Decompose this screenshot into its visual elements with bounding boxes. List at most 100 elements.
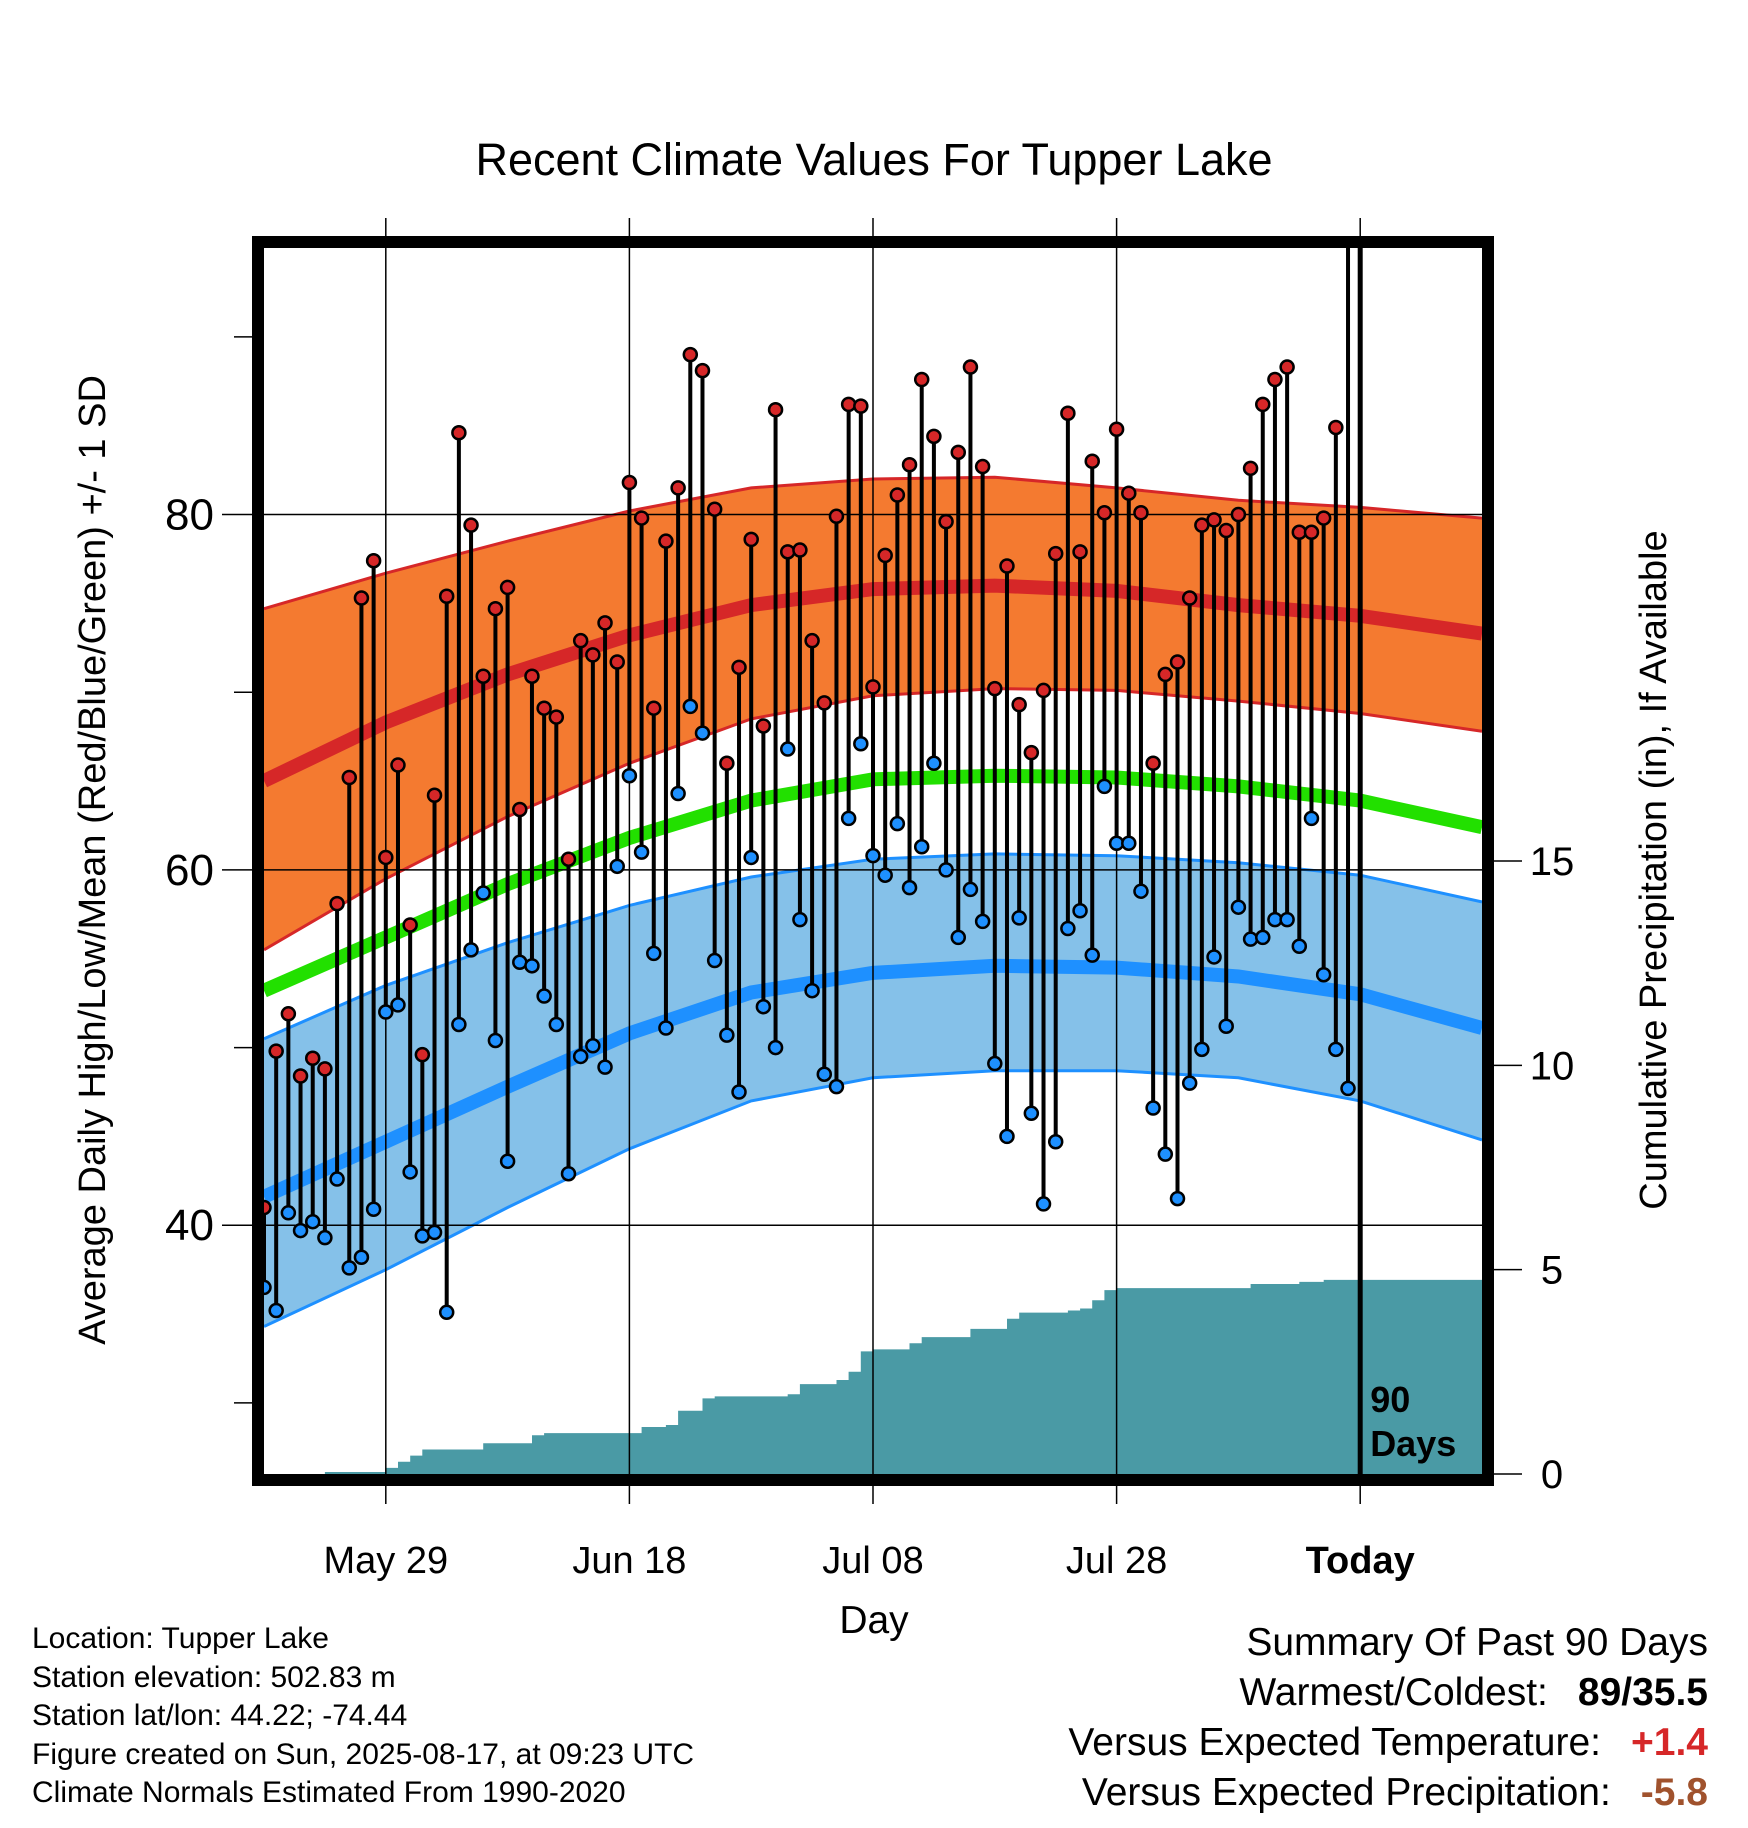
summary-temp-row: Versus Expected Temperature: +1.4 [1068,1718,1708,1768]
low-point [1157,1146,1174,1162]
low-point [264,1279,272,1296]
high-point [463,517,479,533]
low-point [731,1084,747,1100]
high-point [317,1061,333,1077]
low-point [682,698,699,715]
low-point [816,1066,833,1082]
low-point [1060,920,1076,937]
high-point [390,757,406,773]
y2-tick-label: 0 [1541,1453,1563,1497]
low-point [779,741,796,757]
high-point [597,615,613,631]
plot-area [264,0,1482,1474]
y-tick-label: 40 [165,1201,214,1250]
high-point [719,755,735,772]
low-point [719,1027,735,1043]
high-point [451,425,467,441]
high-point [792,542,808,558]
low-point [1011,910,1027,926]
high-point [1047,545,1064,562]
elevation-text: Station elevation: 502.83 m [32,1660,396,1694]
low-point [1303,810,1320,827]
high-point [1194,517,1210,533]
low-point [877,867,893,883]
low-point [1181,1075,1198,1091]
low-point [804,982,820,999]
high-point [1267,371,1283,388]
low-point [1255,929,1271,946]
low-point [767,1039,784,1056]
warmest-label: Warmest/Coldest: [1239,1671,1548,1714]
high-point [1133,504,1149,521]
low-point [706,952,723,969]
today-days-label: 90 [1370,1379,1410,1420]
low-point [743,849,759,866]
chart-title: Recent Climate Values For Tupper Lake [475,134,1272,185]
low-point [1047,1133,1064,1150]
low-point [1279,911,1295,928]
created-text: Figure created on Sun, 2025-08-17, at 09… [32,1737,695,1771]
high-point [426,787,443,804]
high-point [950,444,967,461]
x-tick-label: Today [1306,1540,1415,1582]
high-point [1157,666,1174,683]
high-point [1279,359,1295,375]
precip-label: Versus Expected Precipitation: [1081,1771,1611,1814]
low-point [426,1224,443,1241]
low-point [365,1201,382,1218]
high-point [1255,396,1271,413]
precip-value: -5.8 [1640,1771,1708,1814]
high-point [706,501,723,517]
high-point [877,547,893,564]
low-point [792,911,808,928]
low-point [304,1213,321,1230]
high-point [548,709,565,725]
high-point [609,654,625,670]
high-point [1072,544,1088,560]
low-point [378,1004,394,1020]
y2-tick-label: 15 [1530,840,1575,884]
high-point [304,1050,321,1066]
low-point [1340,1080,1356,1097]
high-point [743,531,759,548]
low-point [840,810,857,827]
y2-tick-label: 5 [1541,1249,1563,1293]
low-point [987,1055,1003,1072]
low-point [499,1153,516,1170]
high-point [378,849,394,866]
low-point [1121,835,1137,851]
normals-text: Climate Normals Estimated From 1990-2020 [32,1776,626,1809]
high-point [1145,755,1161,772]
high-point [268,1043,284,1059]
x-tick-label: May 29 [323,1540,448,1582]
low-point [999,1128,1015,1145]
high-point [779,544,796,560]
low-point [1315,966,1332,983]
low-point [962,881,979,898]
y2-tick-label: 10 [1530,1044,1575,1088]
low-point [1242,931,1259,947]
high-point [341,769,358,786]
high-point [1218,522,1234,539]
high-point [1011,696,1027,713]
low-point [694,725,711,741]
high-point [1342,0,1355,7]
high-point [1328,419,1344,436]
high-point [987,680,1003,697]
high-point [731,659,747,676]
high-point [926,428,942,445]
high-point [475,668,491,684]
high-point [755,718,772,734]
low-point [926,755,942,772]
high-point [938,513,954,530]
high-point [512,801,528,818]
low-point [1084,947,1100,963]
high-point [999,558,1015,574]
low-point [524,958,540,974]
high-point [621,474,638,491]
low-point [280,1205,297,1221]
high-point [1303,524,1320,541]
high-point [487,600,504,617]
x-tick-label: Jul 28 [1066,1540,1167,1582]
